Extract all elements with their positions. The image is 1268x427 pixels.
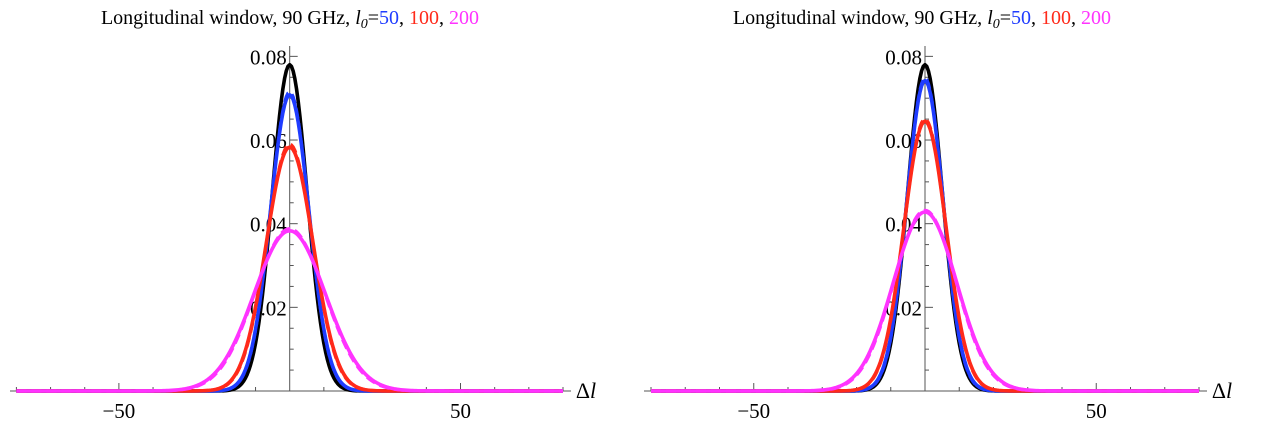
title-variable: l [355, 7, 361, 29]
title-value-0: 50 [379, 7, 399, 29]
y-tick-label: 0.08 [885, 45, 922, 69]
x-tick-label: 50 [1086, 399, 1107, 423]
title-equals: = [368, 7, 379, 29]
series-6-line [16, 228, 564, 393]
x-axis-label: Δl [576, 378, 596, 403]
title-prefix: Longitudinal window, 90 GHz, [733, 7, 987, 29]
chart-left: Longitudinal window, 90 GHz, l0=50, 100,… [10, 7, 596, 423]
title-variable: l [987, 7, 993, 29]
chart-right: Longitudinal window, 90 GHz, l0=50, 100,… [644, 7, 1232, 423]
x-axis-label: Δl [1212, 378, 1232, 403]
title-value-0: 50 [1011, 7, 1031, 29]
x-tick-label: 50 [450, 399, 471, 423]
title-value-3: , [439, 7, 449, 29]
title-value-1: , [399, 7, 409, 29]
chart-title: Longitudinal window, 90 GHz, l0=50, 100,… [733, 7, 1111, 32]
title-value-2: 100 [409, 7, 439, 29]
title-equals: = [1000, 7, 1011, 29]
x-tick-label: −50 [102, 399, 135, 423]
title-value-3: , [1071, 7, 1081, 29]
title-subscript: 0 [993, 17, 1000, 32]
chart-title: Longitudinal window, 90 GHz, l0=50, 100,… [101, 7, 479, 32]
y-tick-label: 0.08 [250, 45, 287, 69]
title-value-2: 100 [1041, 7, 1071, 29]
series-6-line [650, 210, 1200, 393]
title-value-1: , [1031, 7, 1041, 29]
title-subscript: 0 [361, 17, 368, 32]
title-prefix: Longitudinal window, 90 GHz, [101, 7, 355, 29]
title-value-4: 200 [1081, 7, 1111, 29]
x-tick-label: −50 [737, 399, 770, 423]
title-value-4: 200 [449, 7, 479, 29]
